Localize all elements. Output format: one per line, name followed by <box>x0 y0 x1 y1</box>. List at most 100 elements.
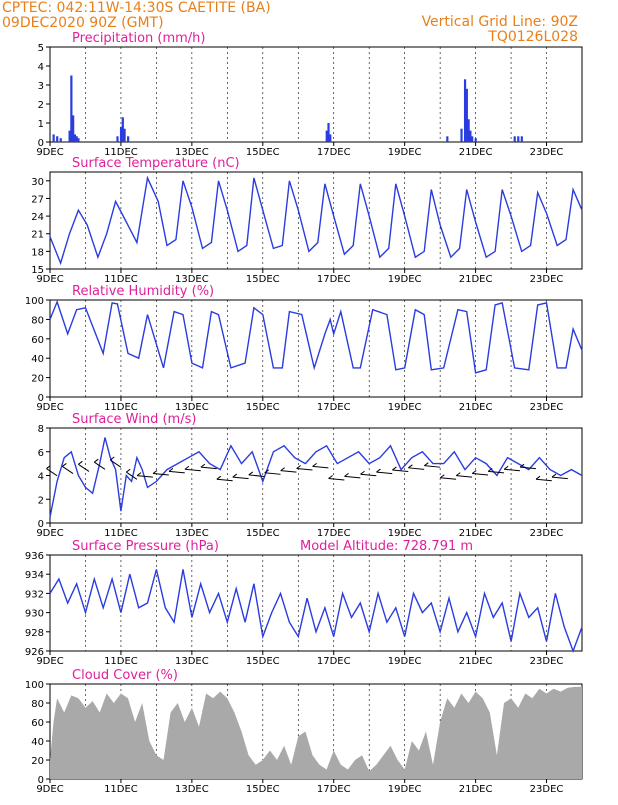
header-location: CPTEC: 042:11W-14:30S CAETITE (BA) <box>2 0 271 16</box>
cloud-xtick-label: 9DEC <box>36 784 63 795</box>
temp-panel: 15 18 21 24 27 30 9DEC 11DEC 13DEC 15DEC 17DEC 19DE… <box>31 156 583 285</box>
wind-arrow <box>424 465 441 468</box>
precip-bar <box>72 115 75 142</box>
precip-bar <box>467 119 470 142</box>
wind-arrow <box>360 473 377 477</box>
press-frame <box>49 554 583 652</box>
wind-arrow-head <box>344 472 349 477</box>
precip-bar <box>465 88 468 142</box>
rh-frame <box>49 299 583 398</box>
wind-arrow-head <box>78 460 83 465</box>
temp-ytick-label: 24 <box>31 212 44 223</box>
wind-xtick-label: 17DEC <box>317 528 351 539</box>
wind-arrow <box>184 468 201 472</box>
wind-arrow <box>551 476 568 480</box>
cloud-title: Cloud Cover (%) <box>72 668 178 683</box>
press-xtick-label: 21DEC <box>459 656 493 667</box>
wind-arrow <box>488 470 505 474</box>
wind-arrow <box>152 473 169 476</box>
precip-bar <box>77 138 80 142</box>
wind-arrow-head <box>94 458 99 463</box>
wind-arrow-head <box>376 468 381 473</box>
wind-arrow <box>456 475 473 478</box>
wind-arrow <box>216 478 233 482</box>
precip-bar <box>463 79 467 142</box>
precip-ytick-label: 4 <box>38 62 44 73</box>
wind-arrow <box>504 468 520 472</box>
temp-ytick-label: 30 <box>31 177 44 188</box>
header-grid-line: Vertical Grid Line: 90Z <box>422 14 578 30</box>
cloud-xtick-label: 11DEC <box>104 784 138 795</box>
wind-ytick-label: 0 <box>38 519 44 530</box>
wind-arrow-head <box>232 473 238 478</box>
wind-xtick-label: 19DEC <box>388 528 422 539</box>
wind-arrow-head <box>296 465 301 469</box>
precip-xtick-label: 21DEC <box>459 147 493 158</box>
cloud-ytick-label: 20 <box>31 756 44 767</box>
temp-ytick-label: 21 <box>31 230 44 241</box>
cloud-area <box>50 686 582 779</box>
wind-arrow-head <box>424 462 429 467</box>
temp-ytick-label: 15 <box>31 265 44 276</box>
precip-bar <box>471 136 474 142</box>
wind-arrow <box>376 471 393 475</box>
precip-xtick-label: 23DEC <box>530 147 564 158</box>
precip-bar <box>68 130 71 142</box>
wind-arrow-head <box>152 470 158 474</box>
precip-bar <box>327 123 330 142</box>
wind-arrow <box>125 471 138 480</box>
rh-xtick-label: 21DEC <box>459 402 493 413</box>
temp-xtick-label: 17DEC <box>317 274 351 285</box>
rh-xtick-label: 19DEC <box>388 402 422 413</box>
press-ytick-label: 934 <box>25 570 44 581</box>
press-ytick-label: 926 <box>25 647 44 658</box>
precip-xtick-label: 13DEC <box>175 147 209 158</box>
precip-xtick-label: 9DEC <box>36 147 63 158</box>
wind-arrow-head <box>184 465 190 470</box>
temp-xtick-label: 19DEC <box>388 274 422 285</box>
rh-xtick-label: 11DEC <box>104 402 138 413</box>
precip-xtick-label: 11DEC <box>104 147 138 158</box>
precip-ytick-label: 5 <box>38 43 44 54</box>
rh-title: Relative Humidity (%) <box>72 284 214 299</box>
rh-xtick-label: 15DEC <box>246 402 280 413</box>
wind-arrow <box>232 476 249 480</box>
precip-panel: 0 1 2 3 4 5 9DEC 11DEC 13DEC 15DEC 17DEC 19DEC 21DEC… <box>36 31 583 158</box>
wind-arrow <box>109 459 122 468</box>
wind-panel: 0 2 4 6 8 9DEC 11DEC 13DEC 15DEC 17DEC 19DEC 21DEC 2… <box>36 412 583 539</box>
precip-bar <box>116 136 119 142</box>
wind-arrow-head <box>551 473 557 478</box>
press-ytick-label: 936 <box>25 551 44 562</box>
press-line <box>49 569 583 654</box>
press-xtick-label: 11DEC <box>104 656 138 667</box>
wind-arrow-head <box>46 465 51 469</box>
rh-panel: 0 20 40 60 80 100 9DEC 11DEC 13DEC 15DEC 17DEC 19DE… <box>25 284 583 413</box>
precip-bar <box>329 134 332 142</box>
cloud-xtick-label: 13DEC <box>175 784 209 795</box>
temp-xtick-label: 13DEC <box>175 274 209 285</box>
cloud-xtick-label: 15DEC <box>246 784 280 795</box>
cloud-ytick-label: 0 <box>38 775 44 786</box>
wind-arrow-head <box>408 464 413 469</box>
rh-ytick-label: 100 <box>25 296 44 307</box>
press-title: Surface Pressure (hPa) <box>72 539 219 554</box>
press-xtick-label: 13DEC <box>175 656 209 667</box>
wind-arrow-head <box>519 463 525 468</box>
precip-frame <box>49 46 583 143</box>
precip-ytick-label: 2 <box>38 100 44 111</box>
wind-xtick-label: 11DEC <box>104 528 138 539</box>
precip-ytick-label: 0 <box>38 138 44 149</box>
precip-bar <box>520 136 523 142</box>
wind-ytick-label: 8 <box>38 424 44 435</box>
wind-arrow <box>312 465 329 469</box>
cloud-ytick-label: 80 <box>31 699 44 710</box>
precip-bar <box>127 136 130 142</box>
cloud-xtick-label: 19DEC <box>388 784 422 795</box>
wind-ytick-label: 4 <box>38 472 44 483</box>
precip-xtick-label: 17DEC <box>317 147 351 158</box>
precip-bar <box>59 138 62 142</box>
rh-xtick-label: 17DEC <box>317 402 351 413</box>
temp-xtick-label: 9DEC <box>36 274 63 285</box>
wind-arrow <box>392 469 409 472</box>
cloud-ytick-label: 40 <box>31 737 44 748</box>
